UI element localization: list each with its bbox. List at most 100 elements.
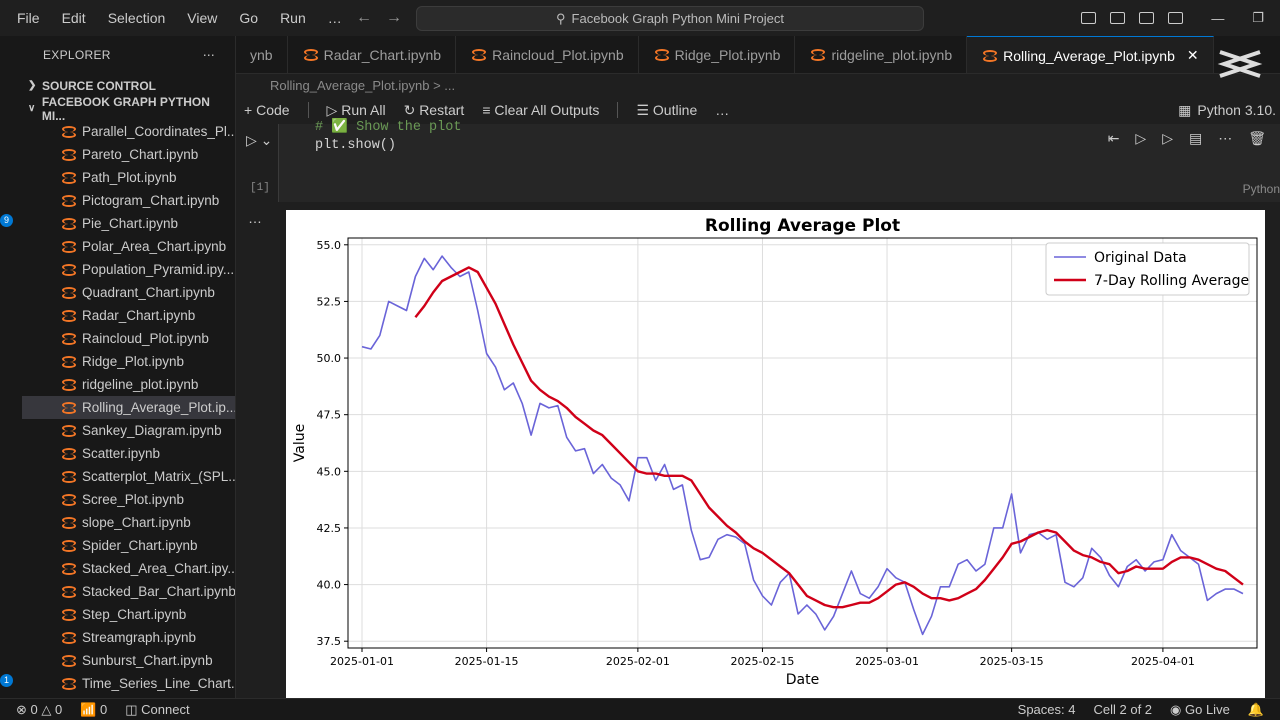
menu-run[interactable]: Run — [280, 10, 306, 26]
original-data-line — [361, 255, 1244, 636]
restore-icon[interactable]: ❐ — [1252, 10, 1264, 25]
file-item[interactable]: Polar_Area_Chart.ipynb — [22, 235, 235, 258]
notebook-icon — [60, 125, 76, 139]
explorer-sidebar: EXPLORER ⋯ ❯ SOURCE CONTROL ∨ FACEBOOK GRA… — [22, 36, 236, 698]
file-item[interactable]: Parallel_Coordinates_Pl... — [22, 120, 235, 143]
file-item[interactable]: Sankey_Diagram.ipynb — [22, 419, 235, 442]
file-item[interactable]: Pictogram_Chart.ipynb — [22, 189, 235, 212]
add-code-button[interactable]: + Code — [244, 102, 290, 118]
y-tick-label: 55.0 — [317, 239, 342, 252]
breadcrumb-text: Rolling_Average_Plot.ipynb > ... — [270, 77, 456, 93]
chevron-down-icon: ∨ — [28, 103, 36, 114]
file-item[interactable]: Stacked_Bar_Chart.ipynb — [22, 580, 235, 603]
connect-status[interactable]: ◫ Connect — [125, 701, 190, 717]
outline-button[interactable]: ☰ Outline — [636, 101, 698, 118]
x-tick-label: 2025-02-01 — [606, 655, 670, 668]
file-item[interactable]: Step_Chart.ipynb — [22, 603, 235, 626]
notebook-icon — [60, 355, 76, 369]
delete-cell-icon[interactable]: 🗑 — [1248, 130, 1266, 146]
notifications-icon[interactable]: 🔔 — [1247, 701, 1264, 717]
file-item[interactable]: Pareto_Chart.ipynb — [22, 143, 235, 166]
notebook-icon — [470, 48, 487, 62]
file-item[interactable]: Scree_Plot.ipynb — [22, 488, 235, 511]
close-tab-icon[interactable]: ✕ — [1186, 47, 1199, 63]
restart-button[interactable]: ↻ Restart — [403, 101, 465, 118]
file-item[interactable]: Streamgraph.ipynb — [22, 626, 235, 649]
file-item[interactable]: Scatterplot_Matrix_(SPL... — [22, 465, 235, 488]
command-center-search[interactable]: ⚲ Facebook Graph Python Mini Project — [416, 6, 924, 31]
file-item[interactable]: Time_Series_Line_Chart.... — [22, 672, 235, 695]
file-item[interactable]: Raincloud_Plot.ipynb — [22, 327, 235, 350]
editor-tab[interactable]: Radar_Chart.ipynb — [288, 36, 457, 73]
file-item[interactable]: Ridge_Plot.ipynb — [22, 350, 235, 373]
menu-more[interactable]: … — [327, 10, 342, 26]
file-label: Quadrant_Chart.ipynb — [82, 285, 215, 300]
execute-above-icon[interactable]: ⇤ — [1107, 130, 1120, 146]
menu-edit[interactable]: Edit — [61, 10, 86, 26]
editor-tab[interactable]: Ridge_Plot.ipynb — [639, 36, 796, 73]
execute-cell-below-icon[interactable]: ▷ — [1135, 130, 1147, 146]
toolbar-more-button[interactable]: … — [715, 102, 730, 118]
forward-arrow-icon[interactable]: → — [386, 9, 402, 26]
file-item[interactable]: Pie_Chart.ipynb — [22, 212, 235, 235]
file-item[interactable]: Quadrant_Chart.ipynb — [22, 281, 235, 304]
file-item[interactable]: Rolling_Average_Plot.ip... — [22, 396, 235, 419]
file-label: Time_Series_Line_Chart.... — [82, 676, 236, 691]
editor-tab[interactable]: ridgeline_plot.ipynb — [795, 36, 968, 73]
editor-tab[interactable]: Raincloud_Plot.ipynb — [456, 36, 639, 73]
chart-title: Rolling Average Plot — [705, 216, 900, 236]
file-label: slope_Chart.ipynb — [82, 515, 191, 530]
file-label: Polar_Area_Chart.ipynb — [82, 239, 227, 254]
toggle-sidebar-icon[interactable] — [1081, 12, 1097, 24]
editor-tab[interactable]: ynb — [236, 36, 288, 73]
output-more-button[interactable]: … — [248, 210, 262, 226]
legend-label: 7-Day Rolling Average — [1094, 273, 1249, 289]
title-bar: File Edit Selection View Go Run … ← → ⚲ … — [0, 0, 1280, 36]
code-line: plt.show() — [315, 138, 397, 153]
run-cell-button[interactable]: ▷ ⌄ — [246, 132, 273, 148]
file-label: Pictogram_Chart.ipynb — [82, 193, 220, 208]
notebook-icon — [981, 49, 998, 63]
file-item[interactable]: Path_Plot.ipynb — [22, 166, 235, 189]
file-item[interactable]: Radar_Chart.ipynb — [22, 304, 235, 327]
problems-status[interactable]: ⊗ 0 △ 0 — [16, 701, 63, 717]
file-item[interactable]: Population_Pyramid.ipy... — [22, 258, 235, 281]
source-control-section[interactable]: ❯ SOURCE CONTROL — [22, 74, 235, 97]
minimize-icon[interactable]: — — [1211, 10, 1225, 26]
ports-status[interactable]: 📶 0 — [80, 701, 108, 717]
run-all-button[interactable]: ▷ Run All — [326, 101, 386, 118]
status-bar: ⊗ 0 △ 0 📶 0 ◫ Connect Spaces: 4 Cell 2 o… — [0, 698, 1280, 720]
menu-view[interactable]: View — [187, 10, 218, 26]
menu-file[interactable]: File — [17, 10, 40, 26]
customize-layout-icon[interactable] — [1168, 12, 1184, 24]
breadcrumb[interactable]: Rolling_Average_Plot.ipynb > ... — [236, 74, 1280, 96]
execute-below-icon[interactable]: ▷ — [1162, 130, 1173, 146]
file-item[interactable]: Stacked_Area_Chart.ipy... — [22, 557, 235, 580]
back-arrow-icon[interactable]: ← — [356, 9, 372, 26]
file-item[interactable]: ridgeline_plot.ipynb — [22, 373, 235, 396]
indent-status[interactable]: Spaces: 4 — [1017, 701, 1076, 717]
project-section[interactable]: ∨ FACEBOOK GRAPH PYTHON MI... — [22, 95, 235, 123]
editor-tab[interactable]: Rolling_Average_Plot.ipynb ✕ — [967, 36, 1214, 73]
file-label: Population_Pyramid.ipy... — [82, 262, 235, 277]
menu-selection[interactable]: Selection — [107, 10, 166, 26]
kernel-picker[interactable]: ▦ Python 3.10. — [1178, 96, 1280, 124]
notebook-cells: ▷ ⌄ [1] # ✅ Show the plot plt.show() ⇤ ▷… — [236, 120, 1280, 698]
menu-bar: File Edit Selection View Go Run … — [6, 0, 353, 36]
clear-outputs-button[interactable]: ≡ Clear All Outputs — [482, 102, 600, 118]
file-item[interactable]: Spider_Chart.ipynb — [22, 534, 235, 557]
go-live-status[interactable]: ◉ Go Live — [1170, 701, 1230, 717]
split-cell-icon[interactable]: ▤ — [1188, 130, 1203, 146]
file-item[interactable]: Scatter.ipynb — [22, 442, 235, 465]
menu-go[interactable]: Go — [239, 10, 259, 26]
cell-status[interactable]: Cell 2 of 2 — [1093, 701, 1153, 717]
explorer-more-icon[interactable]: ⋯ — [202, 48, 215, 62]
cell-more-icon[interactable]: ⋯ — [1218, 130, 1233, 146]
toggle-secondary-sidebar-icon[interactable] — [1139, 12, 1155, 24]
code-cell[interactable]: # ✅ Show the plot plt.show() ⇤ ▷ ▷ ▤ ⋯ 🗑… — [278, 120, 1280, 202]
file-label: Raincloud_Plot.ipynb — [82, 331, 209, 346]
file-item[interactable]: Sunburst_Chart.ipynb — [22, 649, 235, 672]
file-item[interactable]: slope_Chart.ipynb — [22, 511, 235, 534]
toggle-panel-icon[interactable] — [1110, 12, 1126, 24]
cell-language[interactable]: Python — [1242, 182, 1280, 196]
